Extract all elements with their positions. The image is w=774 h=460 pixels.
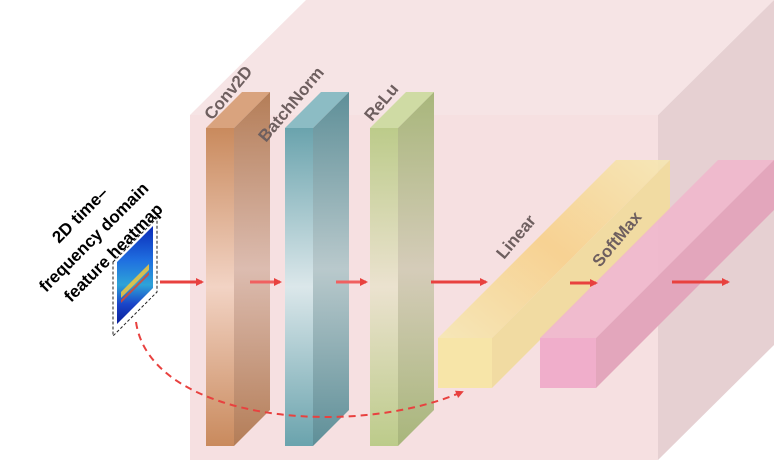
batchnorm-side xyxy=(313,92,349,446)
heatmap-fill xyxy=(117,226,153,324)
conv2d-layer-block xyxy=(206,92,270,446)
container-top-face xyxy=(190,0,774,115)
softmax-layer-block xyxy=(540,160,774,388)
linear-side xyxy=(492,160,670,388)
batchnorm-layer-block xyxy=(285,92,349,446)
flow-arrows xyxy=(135,278,730,418)
linear-top xyxy=(438,160,670,338)
batchnorm-front xyxy=(285,128,313,446)
relu-top xyxy=(370,92,434,128)
relu-side xyxy=(398,92,434,446)
conv2d-side xyxy=(234,92,270,446)
input-heatmap-image xyxy=(112,216,158,338)
skip-connection-dashed-arrow xyxy=(135,321,464,418)
relu-layer-block xyxy=(370,92,434,446)
linear-layer-block xyxy=(438,160,670,388)
softmax-front xyxy=(540,338,596,388)
heatmap-warm-band xyxy=(121,272,149,303)
linear-front xyxy=(438,338,492,388)
softmax-top xyxy=(540,160,774,338)
conv2d-front xyxy=(206,128,234,446)
heatmap-hot-band xyxy=(121,264,149,298)
batchnorm-top xyxy=(285,92,349,128)
relu-front xyxy=(370,128,398,446)
conv2d-top xyxy=(206,92,270,128)
softmax-side xyxy=(596,160,774,388)
